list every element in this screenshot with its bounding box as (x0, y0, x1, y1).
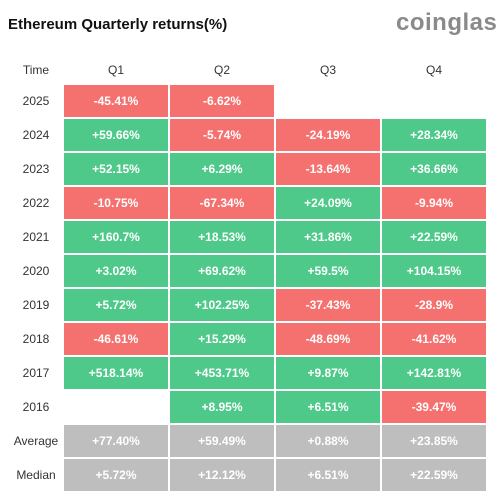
return-cell: +518.14% (64, 357, 168, 389)
return-cell: +77.40% (64, 425, 168, 457)
return-cell: +0.88% (276, 425, 380, 457)
return-cell: -67.34% (170, 187, 274, 219)
return-cell: +15.29% (170, 323, 274, 355)
return-cell: +36.66% (382, 153, 486, 185)
return-cell: +31.86% (276, 221, 380, 253)
return-cell: -46.61% (64, 323, 168, 355)
return-cell: +59.5% (276, 255, 380, 287)
coinglass-logo: coinglass (396, 9, 497, 36)
return-cell: -10.75% (64, 187, 168, 219)
return-cell: -48.69% (276, 323, 380, 355)
row-label-2019: 2019 (22, 298, 50, 312)
return-cell: -6.62% (170, 85, 274, 117)
return-cell: +22.59% (382, 459, 486, 491)
header-q4: Q4 (425, 63, 442, 77)
return-cell: -9.94% (382, 187, 486, 219)
row-label-2017: 2017 (22, 366, 50, 380)
return-cell: +142.81% (382, 357, 486, 389)
return-cell: +5.72% (64, 459, 168, 491)
return-cell: +22.59% (382, 221, 486, 253)
chart-title: Ethereum Quarterly returns(%) (8, 16, 228, 33)
row-label-median: Median (16, 468, 56, 482)
row-label-2020: 2020 (22, 264, 50, 278)
return-cell: -5.74% (170, 119, 274, 151)
return-cell: +9.87% (276, 357, 380, 389)
return-cell: +3.02% (64, 255, 168, 287)
row-label-2025: 2025 (22, 94, 50, 108)
return-cell: +6.51% (276, 459, 380, 491)
return-cell: -39.47% (382, 391, 486, 423)
row-label-2018: 2018 (22, 332, 50, 346)
return-cell: +453.71% (170, 357, 274, 389)
return-cell: +69.62% (170, 255, 274, 287)
return-cell: +28.34% (382, 119, 486, 151)
return-cell: +24.09% (276, 187, 380, 219)
header-q1: Q1 (107, 63, 124, 77)
return-cell: +8.95% (170, 391, 274, 423)
row-label-2016: 2016 (22, 400, 50, 414)
return-cell: +160.7% (64, 221, 168, 253)
return-cell: -24.19% (276, 119, 380, 151)
return-cell: +59.49% (170, 425, 274, 457)
header-time: Time (22, 63, 50, 77)
return-cell: -13.64% (276, 153, 380, 185)
row-label-2022: 2022 (22, 196, 50, 210)
return-cell: -45.41% (64, 85, 168, 117)
row-label-2024: 2024 (22, 128, 50, 142)
return-cell: +12.12% (170, 459, 274, 491)
return-cell: -41.62% (382, 323, 486, 355)
return-cell: +52.15% (64, 153, 168, 185)
return-cell: +6.29% (170, 153, 274, 185)
return-cell: +18.53% (170, 221, 274, 253)
return-cell: +104.15% (382, 255, 486, 287)
row-label-average: Average (13, 434, 59, 448)
header-q3: Q3 (319, 63, 336, 77)
header-q2: Q2 (213, 63, 230, 77)
return-cell: +102.25% (170, 289, 274, 321)
row-label-2023: 2023 (22, 162, 50, 176)
return-cell: +5.72% (64, 289, 168, 321)
return-cell: +59.66% (64, 119, 168, 151)
return-cell: +23.85% (382, 425, 486, 457)
return-cell: -28.9% (382, 289, 486, 321)
return-cell: -37.43% (276, 289, 380, 321)
row-label-2021: 2021 (22, 230, 50, 244)
return-cell: +6.51% (276, 391, 380, 423)
